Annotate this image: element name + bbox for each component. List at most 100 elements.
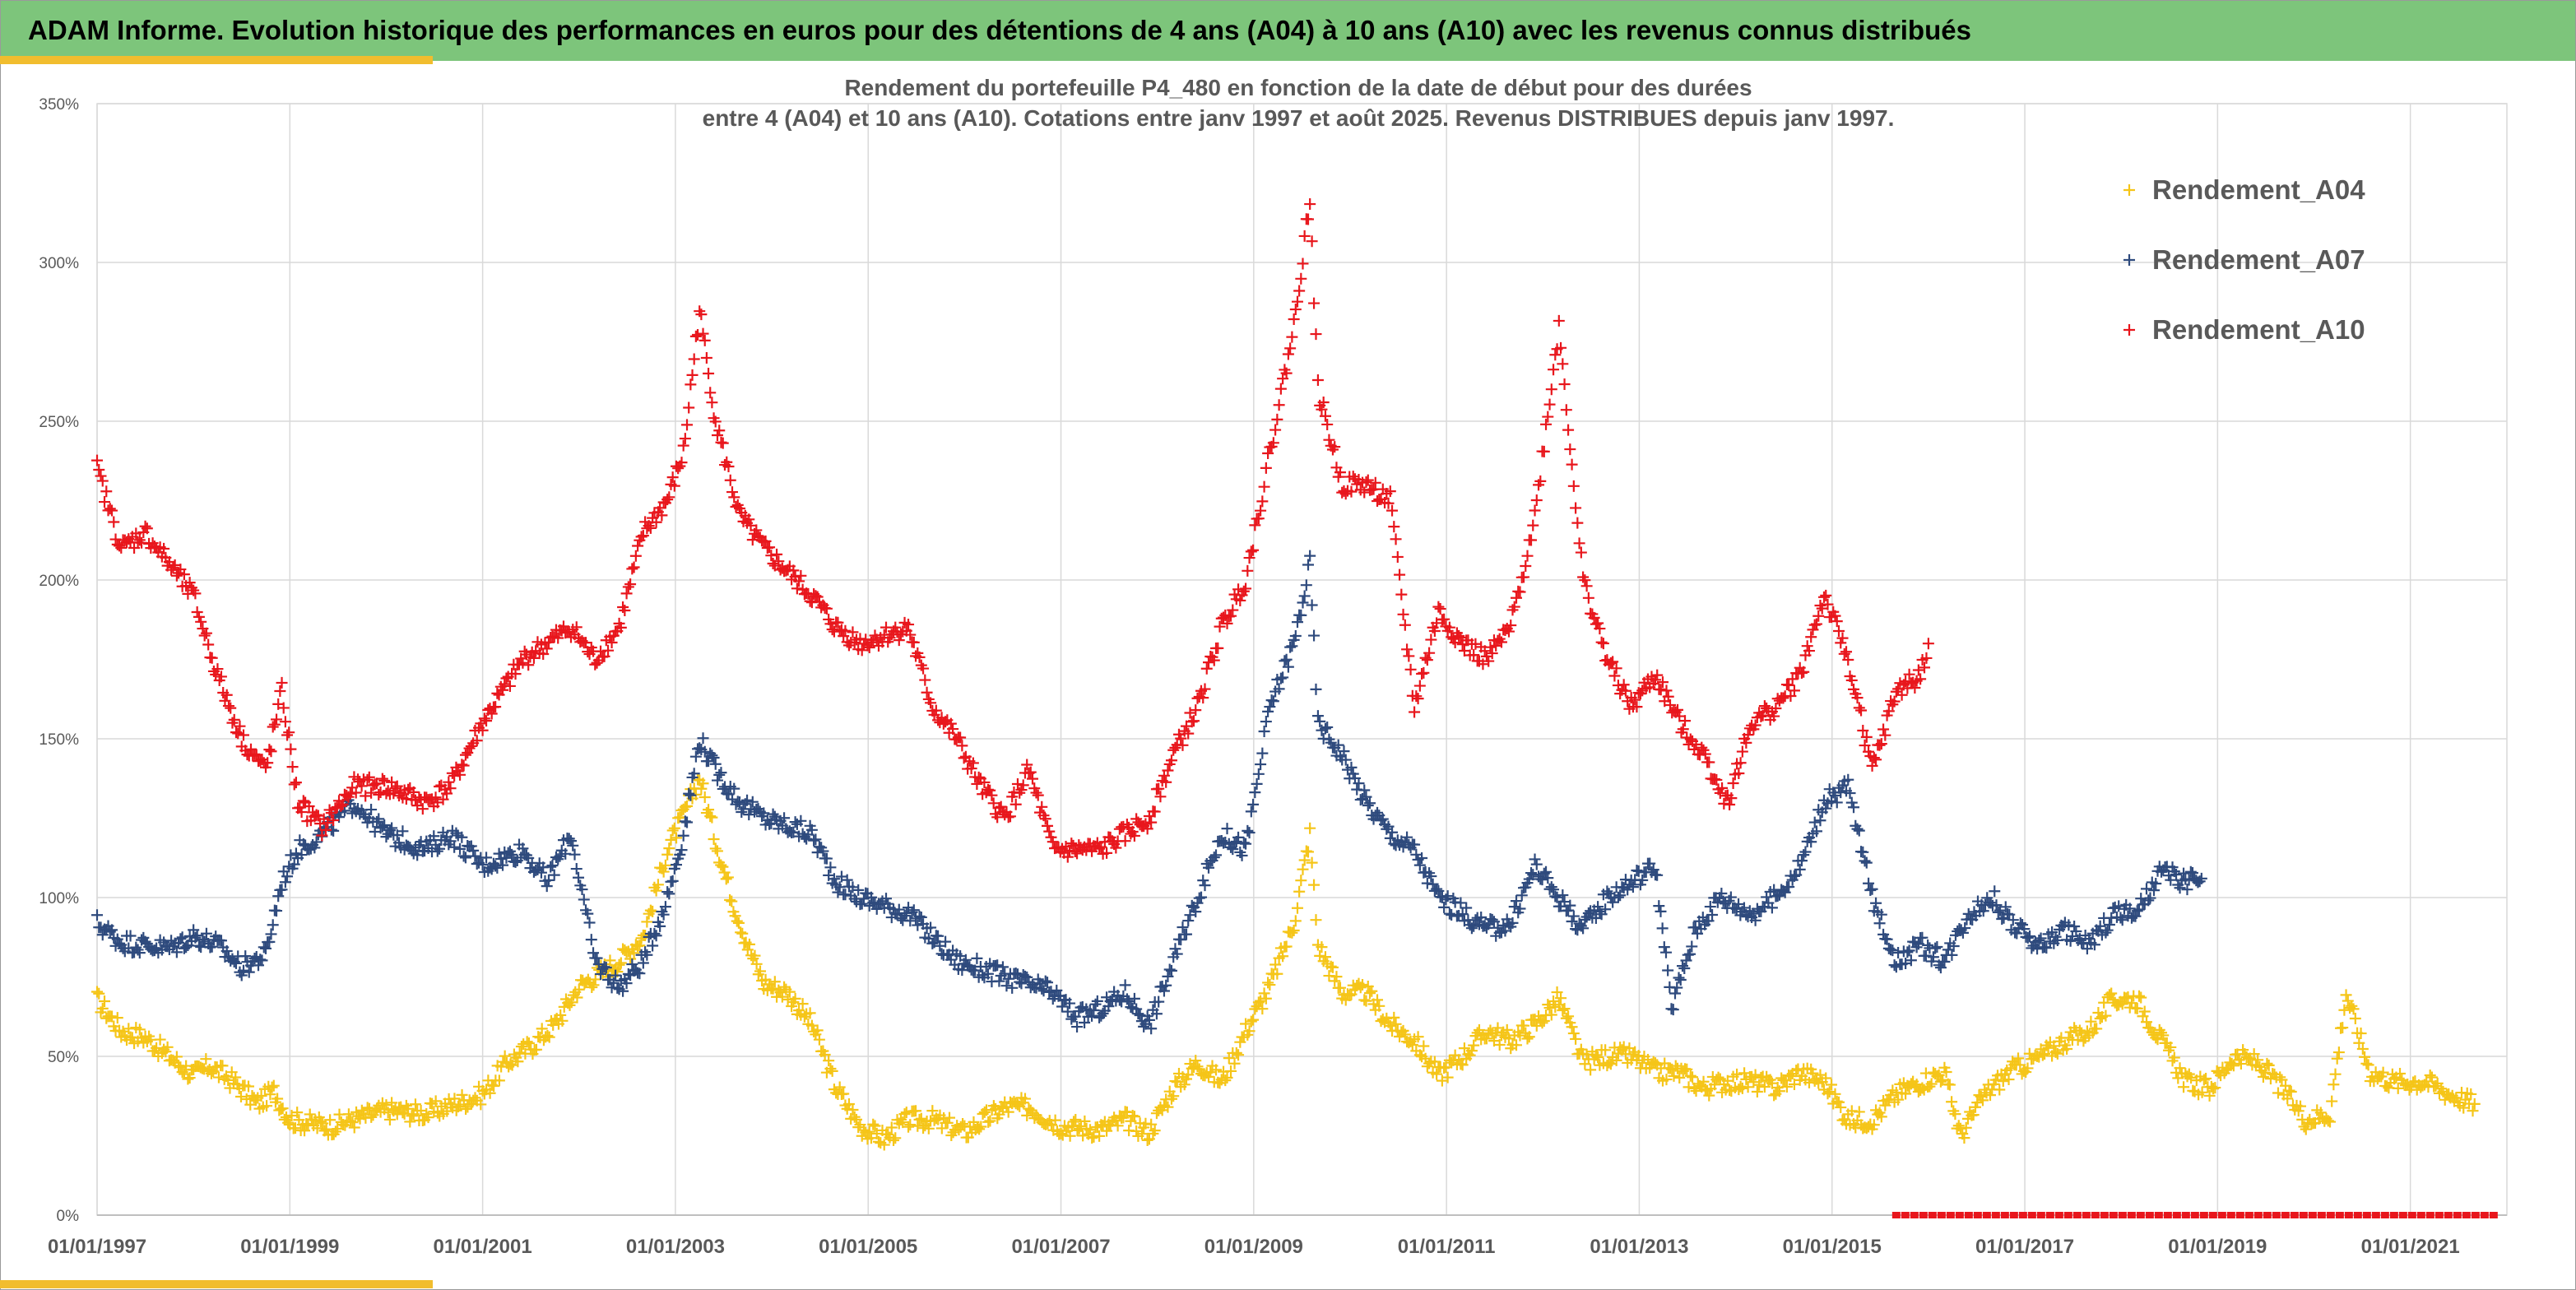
data-point	[515, 1041, 527, 1053]
data-point	[1199, 879, 1211, 892]
data-point	[289, 1122, 301, 1135]
data-point	[986, 789, 998, 801]
data-point	[991, 959, 1004, 972]
data-point	[1710, 773, 1723, 786]
data-point	[185, 582, 197, 594]
data-point	[1480, 1032, 1492, 1045]
data-point	[1093, 1130, 1106, 1142]
data-point	[805, 1019, 818, 1032]
data-point	[565, 996, 578, 1009]
data-point	[237, 729, 249, 741]
data-point	[1079, 1016, 1091, 1028]
data-point	[582, 907, 594, 920]
data-point	[1566, 915, 1578, 927]
data-point	[940, 716, 952, 728]
data-point	[1900, 675, 1912, 688]
data-point	[764, 541, 776, 554]
data-point	[2070, 926, 2082, 938]
data-point	[1410, 690, 1423, 703]
data-point	[1421, 654, 1433, 666]
data-point	[1870, 897, 1882, 909]
data-point	[513, 1046, 526, 1059]
data-point	[1319, 410, 1331, 422]
data-point	[1629, 694, 1641, 706]
data-point	[863, 1125, 875, 1138]
data-point	[1742, 729, 1754, 741]
data-point	[1302, 213, 1314, 225]
data-point	[940, 935, 952, 948]
data-point	[1273, 683, 1285, 695]
data-point	[734, 796, 746, 808]
data-point	[1651, 669, 1664, 681]
data-point	[1190, 704, 1202, 717]
data-point	[234, 1091, 247, 1103]
data-point	[650, 884, 662, 897]
data-point	[1958, 1132, 1970, 1144]
data-point	[1150, 1008, 1163, 1020]
data-point	[1258, 725, 1270, 737]
data-point	[971, 952, 983, 964]
data-point	[202, 638, 215, 651]
data-point	[767, 982, 779, 995]
data-point	[1557, 358, 1569, 370]
data-point	[1286, 331, 1298, 343]
data-point	[480, 715, 493, 727]
data-point	[904, 915, 917, 927]
data-point	[824, 618, 837, 630]
data-point	[392, 837, 405, 849]
data-point	[176, 1066, 188, 1079]
legend: Rendement_A04 Rendement_A07 Rendement_A10	[2123, 174, 2365, 345]
data-point	[615, 621, 627, 633]
data-point	[666, 824, 679, 837]
data-point	[1614, 889, 1627, 902]
data-point	[1258, 987, 1270, 1000]
data-point	[123, 1023, 135, 1035]
data-point	[795, 569, 807, 582]
data-point	[709, 842, 722, 855]
data-point	[1049, 1114, 1061, 1126]
data-point	[2131, 905, 2143, 917]
data-point	[363, 771, 375, 783]
data-point	[833, 1081, 846, 1093]
data-point	[361, 773, 374, 786]
data-point	[686, 369, 699, 381]
data-point	[1520, 559, 1532, 572]
data-point	[170, 569, 183, 582]
data-point	[1101, 847, 1113, 859]
data-point	[811, 591, 824, 603]
data-point	[2203, 1089, 2216, 1102]
data-point	[1232, 1049, 1245, 1061]
data-point	[722, 871, 734, 884]
data-point	[1870, 754, 1882, 766]
data-point	[1249, 787, 1261, 799]
data-point	[282, 1116, 295, 1129]
data-point	[198, 629, 211, 642]
data-point	[274, 684, 286, 697]
data-point	[1221, 617, 1233, 629]
data-point	[1508, 901, 1520, 913]
dash-mark	[2326, 1212, 2335, 1218]
data-point	[1308, 629, 1320, 642]
data-point	[1460, 902, 1473, 914]
accent-bar-bottom	[0, 1280, 433, 1288]
data-point	[805, 824, 818, 836]
data-point	[1855, 704, 1868, 717]
data-point	[1540, 865, 1553, 878]
data-point	[1175, 732, 1187, 745]
data-point	[552, 632, 564, 644]
data-point	[106, 1010, 118, 1023]
data-point	[1742, 1081, 1754, 1093]
data-point	[1271, 413, 1283, 425]
data-point	[2227, 1060, 2239, 1072]
data-point	[706, 811, 718, 824]
data-point	[2063, 919, 2075, 931]
data-point	[406, 1110, 418, 1122]
data-point	[271, 905, 283, 917]
data-point	[1364, 987, 1376, 1000]
data-point	[637, 957, 649, 969]
data-point	[1866, 883, 1878, 895]
data-point	[1916, 1082, 1929, 1094]
x-tick-label: 01/01/2019	[2168, 1236, 2267, 1258]
data-point	[2294, 1100, 2306, 1112]
data-point	[1515, 889, 1528, 902]
